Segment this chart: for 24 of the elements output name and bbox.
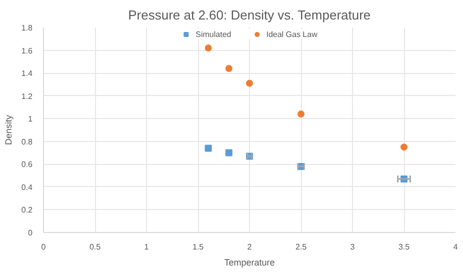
x-tick-label: 2.5 [295, 242, 308, 252]
legend-label: Simulated [196, 30, 232, 38]
y-tick-label: 0.2 [21, 206, 34, 215]
x-tick-label: 2 [247, 242, 252, 252]
x-axis-title: Temperature [224, 258, 275, 268]
y-tick-label: 1 [28, 114, 34, 124]
y-tick-label: 0 [28, 228, 34, 238]
chart-title: Pressure at 2.60: Density vs. Temperature [128, 8, 371, 22]
y-tick-label: 0.8 [21, 137, 34, 146]
x-tick-label: 0.5 [89, 242, 102, 252]
y-tick-label: 0.6 [21, 160, 34, 170]
y-tick-label: 0.4 [21, 182, 34, 192]
y-tick-label: 1.6 [21, 46, 34, 56]
y-axis-title: Density [3, 114, 14, 146]
x-tick-label: 1.5 [192, 242, 204, 252]
x-tick-label: 1 [144, 242, 150, 252]
legend-label: Ideal Gas Law [266, 30, 318, 38]
x-tick-label: 3.5 [398, 242, 410, 252]
x-tick-label: 4 [453, 242, 458, 252]
x-tick-label: 3 [350, 242, 356, 252]
y-tick-label: 1.2 [21, 92, 34, 101]
y-tick-label: 1.8 [21, 24, 34, 32]
y-tick-label: 1.4 [21, 69, 34, 78]
x-tick-label: 0 [41, 242, 46, 252]
